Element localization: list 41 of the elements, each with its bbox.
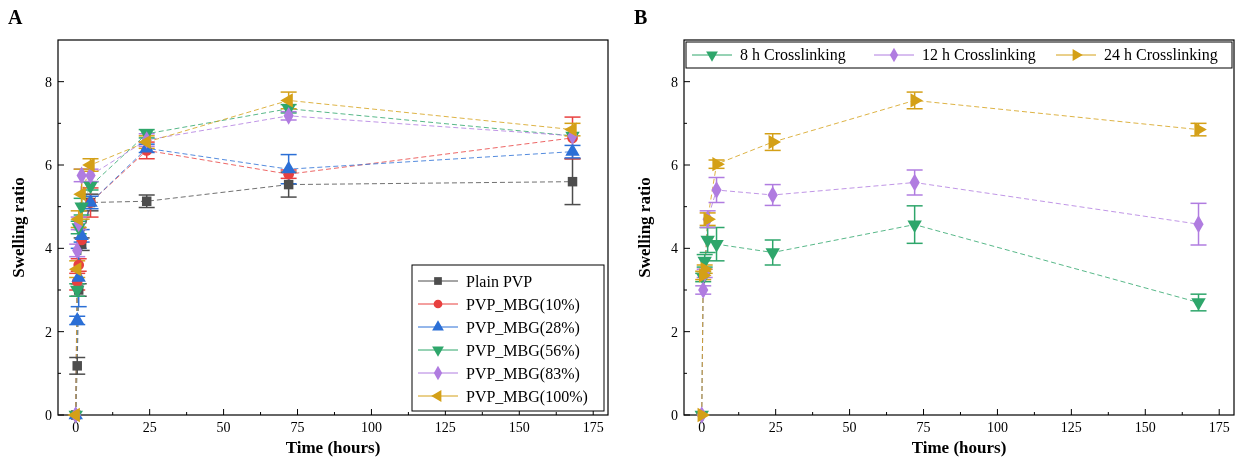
x-tick-label: 150 [508,420,530,435]
x-tick-label: 75 [916,420,931,435]
legend-label: 24 h Crosslinking [1104,46,1218,64]
y-tick-label: 2 [671,324,678,340]
y-tick-label: 0 [45,408,52,423]
legend-label: PVP_MBG(100%) [466,388,588,406]
x-tick-label: 100 [360,420,382,435]
x-tick-label: 0 [72,420,80,435]
y-tick-label: 4 [671,241,678,257]
x-tick-label: 50 [216,420,231,435]
x-tick-label: 175 [582,420,604,435]
y-axis-title: Swelling ratio [9,177,28,278]
y-tick-label: 8 [671,74,678,90]
x-tick-label: 100 [986,420,1008,435]
y-tick-label: 4 [45,241,52,257]
x-tick-label: 150 [1134,420,1156,435]
legend-label: 12 h Crosslinking [922,46,1036,64]
legend-label: PVP_MBG(83%) [466,365,580,383]
legend-label: PVP_MBG(10%) [466,296,580,314]
chart-title: B [634,6,648,28]
x-tick-label: 0 [698,420,706,435]
y-tick-label: 6 [671,158,678,173]
chart-title: A [8,6,23,28]
legend-label: Plain PVP [466,273,533,290]
y-tick-label: 8 [45,74,52,90]
x-tick-label: 175 [1208,420,1230,435]
legend-label: 8 h Crosslinking [740,46,846,64]
x-tick-label: 50 [842,420,857,435]
x-tick-label: 125 [1060,420,1082,435]
x-tick-label: 75 [290,420,305,435]
x-axis-title: Time (hours) [911,438,1007,457]
x-tick-label: 25 [142,420,157,435]
x-axis-title: Time (hours) [285,438,381,457]
y-tick-label: 6 [45,158,52,173]
y-tick-label: 0 [671,408,678,423]
y-tick-label: 2 [45,324,52,340]
y-axis-title: Swelling ratio [635,177,654,278]
legend-label: PVP_MBG(56%) [466,342,580,360]
x-tick-label: 125 [434,420,456,435]
legend-label: PVP_MBG(28%) [466,319,580,337]
x-tick-label: 25 [768,420,783,435]
